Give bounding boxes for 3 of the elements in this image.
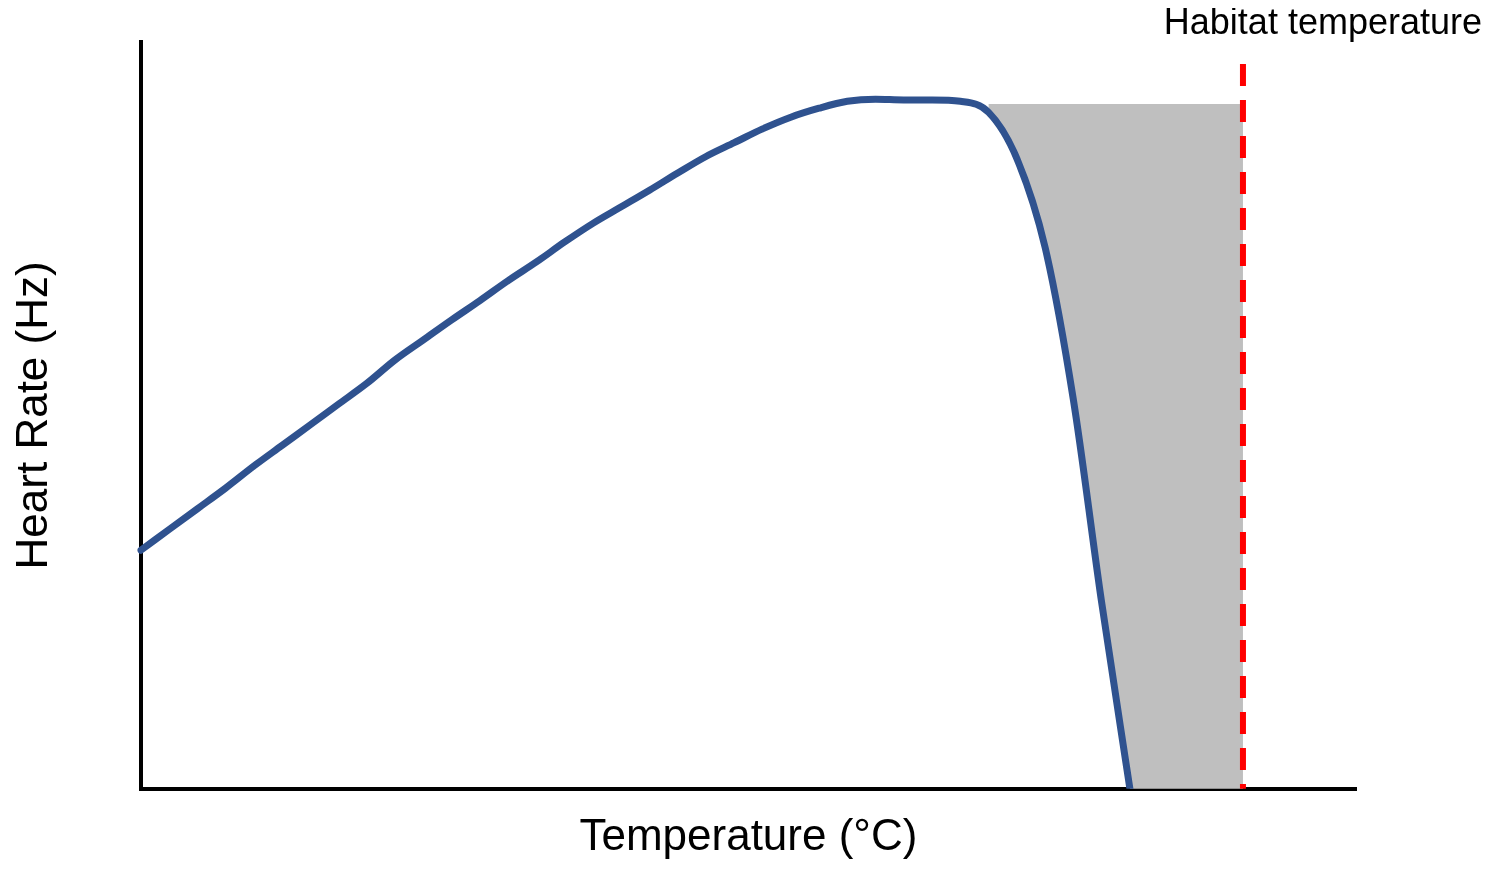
x-axis-title: Temperature (°C) [579,809,918,859]
text: Habitat temperature [1163,0,1482,42]
y-axis-title: Heart Rate (Hz) [6,261,56,570]
